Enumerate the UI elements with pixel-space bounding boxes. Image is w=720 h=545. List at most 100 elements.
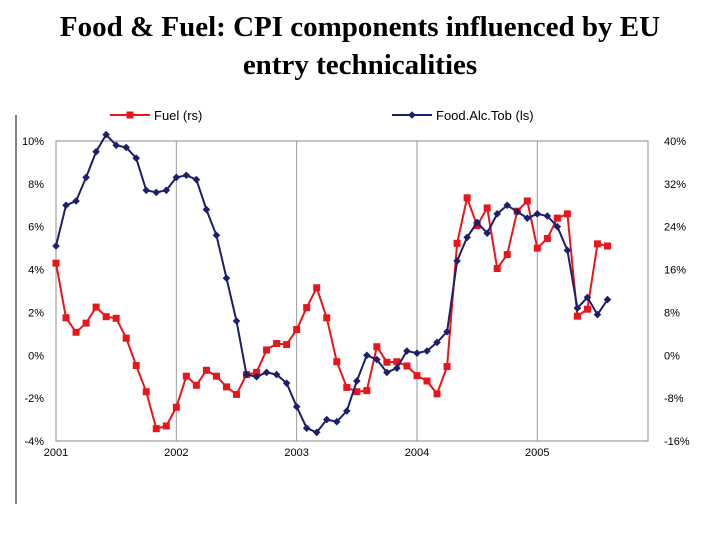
chart-title-line-1: Food & Fuel: CPI components influenced b… [59,11,661,43]
food-point-43 [483,229,491,237]
food-point-25 [302,424,311,432]
food-point-8 [132,154,141,162]
right-axis-tick-3: 8% [664,307,680,319]
legend-label-1: Food.Alc.Tob (ls) [436,108,534,123]
left-axis-tick-1: -2% [24,393,44,405]
left-axis-tick-2: 0% [28,350,44,362]
fuel-point-47 [523,197,531,205]
x-tick-label-2004: 2004 [405,447,429,459]
fuel-point-18 [232,390,240,398]
food-point-55 [603,295,612,304]
food-point-32 [373,355,381,364]
fuel-point-4 [92,303,100,311]
fuel-point-31 [363,387,371,395]
fuel-point-26 [313,284,321,292]
food-point-20 [252,372,261,381]
fuel-point-2 [72,328,80,336]
x-tick-label-2001: 2001 [44,447,68,459]
food-point-16 [212,231,221,240]
fuel-point-32 [373,343,381,351]
plot-area [55,140,649,442]
fuel-point-10 [152,425,160,433]
fuel-point-3 [82,319,90,327]
fuel-series-line [55,194,608,430]
food-point-13 [182,171,191,180]
food-point-18 [232,317,241,325]
right-axis-tick-2: 0% [664,350,680,362]
food-point-53 [583,293,592,302]
food-point-21 [262,368,271,377]
food-point-33 [383,368,391,377]
fuel-point-21 [263,346,271,354]
fuel-point-37 [423,377,431,385]
fuel-point-15 [202,366,210,374]
left-axis-tick-5: 6% [28,222,44,234]
chart-title-line-2: entry technicalities [242,49,478,81]
food-point-30 [353,377,361,385]
fuel-point-51 [563,210,571,218]
food-point-31 [363,351,371,360]
fuel-point-29 [343,383,351,391]
x-tick-label-2002: 2002 [164,447,188,459]
fuel-point-12 [172,403,180,411]
fuel-point-40 [453,239,461,247]
fuel-point-25 [303,304,311,312]
food-point-1 [62,201,70,210]
chart-frame: 2001 2002 2003 2004 2005 -4% -2% 0% 2% 4% 6% 8% 10% -… [0,100,720,540]
food-point-28 [332,417,341,426]
legend-label-0: Fuel (rs) [154,108,202,123]
fuel-point-1 [62,314,70,322]
food-point-22 [272,370,281,379]
fuel-point-30 [353,388,361,396]
food-point-54 [593,310,602,319]
fuel-point-8 [132,361,140,369]
food-point-2 [72,197,80,205]
fuel-point-11 [162,422,170,430]
chart-title: Food & Fuel: CPI components influenced b… [0,8,720,84]
cpi-line-chart: 2001 2002 2003 2004 2005 -4% -2% 0% 2% 4% 6% 8% 10% -… [15,108,690,504]
legend-marker-1 [408,111,416,119]
x-tick-label-2005: 2005 [525,447,549,459]
fuel-point-16 [212,372,220,380]
fuel-point-36 [413,372,421,380]
food-point-14 [192,175,201,184]
food-point-44 [493,210,501,218]
fuel-point-54 [593,240,601,248]
food-point-47 [523,214,532,222]
left-axis-tick-3: 2% [28,307,44,319]
food-point-51 [563,246,572,255]
fuel-point-35 [403,362,411,370]
right-axis-tick-7: 40% [664,136,686,148]
fuel-point-33 [383,358,391,366]
fuel-point-0 [52,259,60,267]
food-point-50 [553,222,562,231]
fuel-point-23 [283,341,291,349]
right-axis-tick-6: 32% [664,179,686,191]
food-point-15 [202,205,211,214]
right-axis-tick-4: 16% [664,265,686,277]
food-series-line [55,132,609,434]
food-point-9 [142,186,151,195]
fuel-point-45 [503,251,511,259]
food-point-24 [292,402,301,411]
fuel-point-38 [433,390,441,398]
food-point-26 [312,428,321,437]
food-point-19 [242,370,251,379]
fuel-point-55 [603,242,611,250]
food-point-27 [322,415,331,424]
fuel-point-13 [182,372,190,380]
right-axis-tick-5: 24% [664,222,686,234]
food-point-23 [282,379,291,387]
fuel-point-22 [273,340,281,347]
right-axis-tick-0: -16% [664,436,690,448]
fuel-point-52 [573,312,581,320]
fuel-point-17 [222,383,230,391]
food-point-48 [533,210,542,218]
food-point-35 [403,347,411,355]
fuel-point-6 [112,314,120,322]
fuel-point-24 [293,326,301,334]
food-point-0 [52,242,60,250]
food-point-38 [433,338,441,347]
food-point-40 [453,257,461,265]
fuel-point-7 [122,334,130,342]
